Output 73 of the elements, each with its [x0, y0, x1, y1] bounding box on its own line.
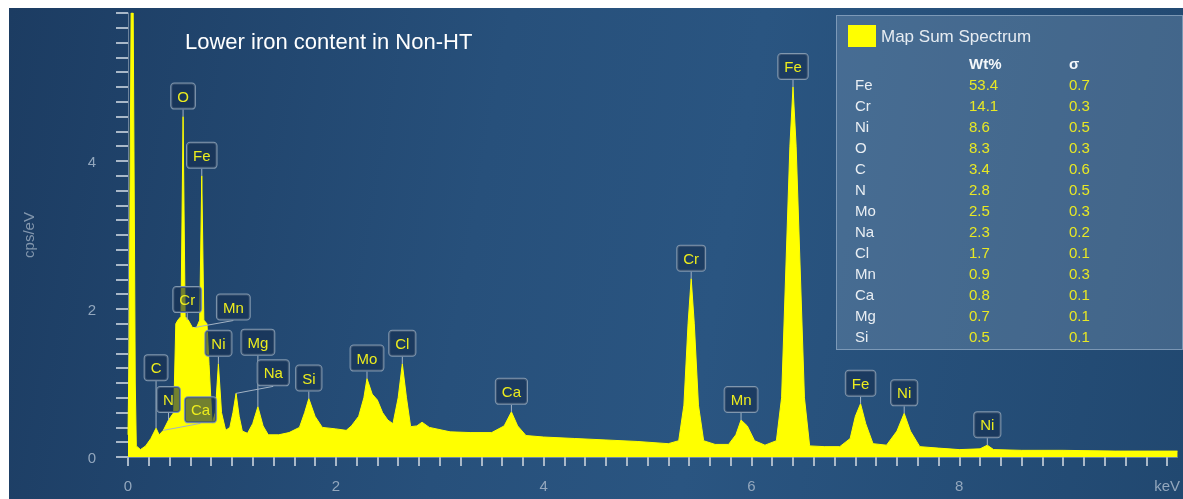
annotation: C — [855, 159, 866, 177]
annotation: C — [150, 359, 162, 377]
annotation: Ni — [897, 384, 912, 402]
annotation: 0.7 — [969, 306, 990, 324]
annotation: 8.6 — [969, 117, 990, 135]
legend-label: Map Sum Spectrum — [881, 26, 1032, 46]
x-tick-label: 2 — [331, 477, 340, 494]
annotation: 2.5 — [969, 201, 990, 219]
annotation: 14.1 — [969, 96, 999, 114]
annotation: 0.5 — [969, 327, 990, 345]
x-tick-label: 6 — [747, 477, 756, 494]
annotation: N — [163, 391, 174, 408]
annotation: 53.4 — [969, 75, 999, 93]
annotation: 1.7 — [969, 243, 990, 261]
annotation: Mn — [730, 391, 752, 408]
annotation: 0.3 — [1069, 138, 1090, 156]
annotation: Cr — [179, 291, 196, 309]
annotation: Ni — [980, 416, 995, 434]
y-axis-title: cps/eV — [20, 212, 37, 258]
annotation: 0.7 — [1069, 75, 1090, 93]
annotation: Ni — [855, 117, 870, 135]
annotation: Cr — [683, 249, 700, 267]
y-tick-label: 4 — [87, 152, 96, 170]
annotation: Ni — [211, 334, 226, 352]
annotation: 0.1 — [1069, 243, 1090, 261]
annotation: Cl — [855, 243, 870, 261]
annotation: Fe — [193, 146, 211, 164]
annotation: Ca — [501, 382, 522, 400]
text: Lower iron content in Non-HT — [185, 28, 473, 54]
x-tick-label: 8 — [955, 477, 964, 494]
annotation: 0.1 — [1069, 285, 1090, 303]
annotation: 0.5 — [1069, 180, 1090, 198]
annotation: Fe — [784, 58, 802, 75]
annotation: 0.1 — [1069, 306, 1090, 324]
annotation: 0.3 — [1069, 96, 1090, 114]
annotation: Si — [302, 369, 316, 387]
annotation: Ca — [855, 285, 875, 303]
annotation: Ca — [190, 401, 211, 419]
annotation: 0.3 — [1069, 264, 1090, 282]
annotation: N — [855, 180, 866, 198]
y-tick-label: 0 — [87, 448, 96, 466]
x-tick-label: keV — [1154, 477, 1181, 494]
annotation: Na — [263, 364, 284, 382]
annotation: 0.2 — [1069, 222, 1090, 240]
annotation: O — [855, 138, 867, 156]
annotation: Wt% — [969, 54, 1002, 72]
annotation: Mo — [356, 349, 378, 367]
x-tick-label: 0 — [123, 477, 133, 494]
annotation: Mg — [247, 333, 269, 351]
x-tick-label: 4 — [539, 477, 548, 494]
annotation: Cl — [395, 334, 410, 352]
annotation: Cr — [855, 96, 871, 114]
annotation: 0.9 — [969, 264, 990, 282]
annotation: Fe — [855, 75, 873, 93]
annotation: 0.1 — [1069, 327, 1090, 345]
annotation: Si — [855, 327, 869, 345]
annotation: 0.6 — [1069, 159, 1090, 177]
annotation: O — [177, 87, 189, 105]
annotation: 0.5 — [1069, 117, 1090, 135]
annotation: 2.3 — [969, 222, 990, 240]
annotation: Mo — [855, 201, 876, 219]
annotation: Na — [855, 222, 875, 240]
annotation: Mg — [855, 306, 876, 324]
annotation: Mn — [855, 264, 876, 282]
annotation: 2.8 — [969, 180, 990, 198]
annotation: 0.3 — [1069, 201, 1090, 219]
annotation: Fe — [851, 374, 870, 392]
annotation: Mn — [222, 298, 244, 316]
annotation: 0.8 — [969, 285, 990, 303]
annotation: σ — [1069, 54, 1080, 72]
annotation: 8.3 — [969, 138, 990, 156]
annotation: 3.4 — [969, 159, 990, 177]
y-tick-label: 2 — [87, 300, 96, 318]
